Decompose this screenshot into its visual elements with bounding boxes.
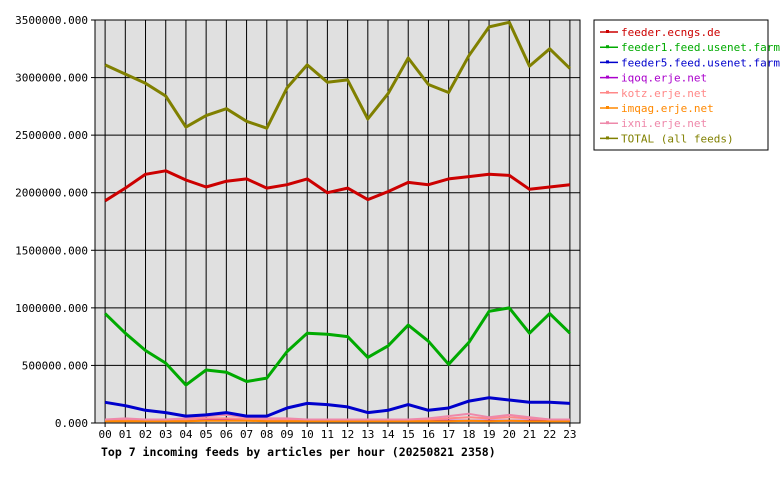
legend-marker xyxy=(606,136,609,140)
legend-marker xyxy=(606,30,609,33)
x-tick-label: 01 xyxy=(119,428,132,441)
x-tick-label: 10 xyxy=(301,428,314,441)
y-tick-label: 3000000.000 xyxy=(15,72,88,85)
plot-background xyxy=(95,20,580,423)
legend-label: feeder.ecngs.de xyxy=(621,26,720,39)
y-axis-ticks: 0.000 500000.000 1000000.000 1500000.000 200… xyxy=(15,14,95,430)
grid xyxy=(95,19,580,424)
x-tick-label: 15 xyxy=(402,428,415,441)
x-tick-label: 05 xyxy=(200,428,213,441)
x-tick-label: 22 xyxy=(543,428,556,441)
x-tick-label: 13 xyxy=(361,428,374,441)
legend-marker xyxy=(606,106,609,109)
x-tick-label: 02 xyxy=(139,428,152,441)
y-tick-label: 3500000.000 xyxy=(15,14,88,27)
x-tick-label: 17 xyxy=(442,428,455,441)
x-tick-label: 04 xyxy=(179,428,193,441)
x-tick-label: 07 xyxy=(240,428,253,441)
y-tick-label: 2000000.000 xyxy=(15,187,88,200)
series-line-ixni-erje-net xyxy=(105,412,570,421)
y-tick-label: 0.000 xyxy=(55,417,88,430)
x-tick-label: 19 xyxy=(482,428,495,441)
x-tick-label: 00 xyxy=(98,428,111,441)
legend-marker xyxy=(606,90,609,94)
x-tick-label: 03 xyxy=(159,428,172,441)
y-tick-label: 1500000.000 xyxy=(15,244,88,257)
legend-marker xyxy=(606,45,609,49)
x-tick-label: 06 xyxy=(220,428,233,441)
legend-label: TOTAL (all feeds) xyxy=(621,132,734,145)
series-lines xyxy=(104,20,571,423)
legend-label: imqag.erje.net xyxy=(621,102,714,115)
x-axis-ticks: 00 01 02 03 04 05 06 07 08 09 10 11 12 13 14 15 16 17 18 19… xyxy=(98,423,577,441)
y-tick-label: 500000.000 xyxy=(22,359,88,372)
legend-marker xyxy=(606,121,609,125)
x-tick-label: 18 xyxy=(462,428,475,441)
series-line-imqag-erje-net xyxy=(105,419,570,423)
legend-marker xyxy=(606,75,609,79)
legend-label: feeder1.feed.usenet.farm xyxy=(621,41,780,54)
x-tick-label: 23 xyxy=(563,428,576,441)
series-line-feeder-ecngs-de xyxy=(104,169,571,203)
x-tick-label: 08 xyxy=(260,428,273,441)
x-tick-label: 09 xyxy=(280,428,293,441)
legend: feeder.ecngs.de feeder1.feed.usenet.farm f… xyxy=(593,19,780,151)
y-tick-label: 1000000.000 xyxy=(15,302,88,315)
chart-title: Top 7 incoming feeds by articles per hou… xyxy=(101,445,496,459)
legend-label: feeder5.feed.usenet.farm xyxy=(621,56,780,69)
legend-box xyxy=(593,19,769,151)
legend-label: kotz.erje.net xyxy=(621,87,707,100)
legend-label: ixni.erje.net xyxy=(621,117,707,130)
legend-marker xyxy=(606,60,609,64)
series-line-feeder1-feed-usenet-farm xyxy=(104,306,571,387)
x-tick-label: 11 xyxy=(321,428,334,441)
plot-frame xyxy=(94,19,581,424)
y-tick-label: 2500000.000 xyxy=(15,129,88,142)
legend-label: iqoq.erje.net xyxy=(621,72,707,85)
series-line-total-all-feeds- xyxy=(104,20,571,130)
x-tick-label: 14 xyxy=(381,428,395,441)
x-tick-label: 20 xyxy=(503,428,516,441)
x-tick-label: 12 xyxy=(341,428,354,441)
x-tick-label: 21 xyxy=(523,428,536,441)
series-line-feeder5-feed-usenet-farm xyxy=(104,396,570,418)
x-tick-label: 16 xyxy=(422,428,435,441)
